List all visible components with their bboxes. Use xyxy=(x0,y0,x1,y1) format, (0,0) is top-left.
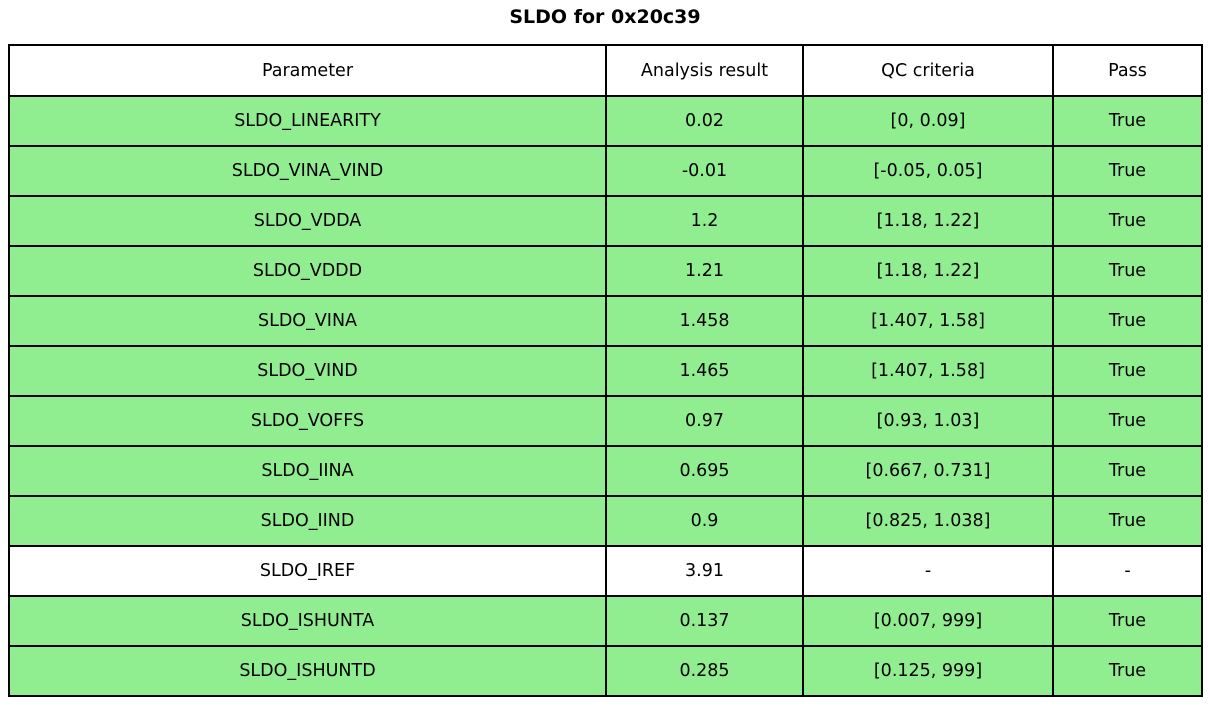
parameter-cell: SLDO_LINEARITY xyxy=(8,95,607,147)
table-row: SLDO_VDDD 1.21 [1.18, 1.22] True xyxy=(8,245,1203,297)
parameter-cell: SLDO_VINA_VIND xyxy=(8,145,607,197)
table-row: SLDO_VOFFS 0.97 [0.93, 1.03] True xyxy=(8,395,1203,447)
pass-cell: - xyxy=(1052,545,1203,597)
analysis-result-cell: 0.97 xyxy=(605,395,804,447)
analysis-result-cell: 0.695 xyxy=(605,445,804,497)
table-row: SLDO_VIND 1.465 [1.407, 1.58] True xyxy=(8,345,1203,397)
parameter-cell: SLDO_IIND xyxy=(8,495,607,547)
qc-criteria-cell: [0.007, 999] xyxy=(802,595,1054,647)
analysis-result-cell: 1.458 xyxy=(605,295,804,347)
table-row: SLDO_ISHUNTD 0.285 [0.125, 999] True xyxy=(8,645,1203,697)
analysis-result-cell: 1.2 xyxy=(605,195,804,247)
qc-summary-table: Parameter Analysis result QC criteria Pa… xyxy=(8,44,1203,697)
pass-cell: True xyxy=(1052,245,1203,297)
pass-cell: True xyxy=(1052,345,1203,397)
qc-criteria-cell: [1.18, 1.22] xyxy=(802,245,1054,297)
table-row: SLDO_IIND 0.9 [0.825, 1.038] True xyxy=(8,495,1203,547)
pass-cell: True xyxy=(1052,495,1203,547)
qc-criteria-cell: [0.667, 0.731] xyxy=(802,445,1054,497)
parameter-cell: SLDO_ISHUNTA xyxy=(8,595,607,647)
qc-criteria-cell: [0, 0.09] xyxy=(802,95,1054,147)
pass-cell: True xyxy=(1052,445,1203,497)
qc-criteria-cell: [1.407, 1.58] xyxy=(802,295,1054,347)
pass-cell: True xyxy=(1052,645,1203,697)
analysis-result-cell: 1.465 xyxy=(605,345,804,397)
column-header-pass: Pass xyxy=(1052,44,1203,97)
analysis-result-cell: 0.137 xyxy=(605,595,804,647)
analysis-result-cell: 0.02 xyxy=(605,95,804,147)
analysis-result-cell: 0.285 xyxy=(605,645,804,697)
table-header: Parameter Analysis result QC criteria Pa… xyxy=(8,44,1203,97)
table-row: SLDO_LINEARITY 0.02 [0, 0.09] True xyxy=(8,95,1203,147)
parameter-cell: SLDO_ISHUNTD xyxy=(8,645,607,697)
parameter-cell: SLDO_IINA xyxy=(8,445,607,497)
analysis-result-cell: 3.91 xyxy=(605,545,804,597)
parameter-cell: SLDO_IREF xyxy=(8,545,607,597)
pass-cell: True xyxy=(1052,595,1203,647)
parameter-cell: SLDO_VDDA xyxy=(8,195,607,247)
pass-cell: True xyxy=(1052,395,1203,447)
qc-criteria-cell: [0.825, 1.038] xyxy=(802,495,1054,547)
column-header-parameter: Parameter xyxy=(8,44,607,97)
table-row: SLDO_VINA 1.458 [1.407, 1.58] True xyxy=(8,295,1203,347)
qc-criteria-cell: [1.407, 1.58] xyxy=(802,345,1054,397)
qc-criteria-cell: [0.93, 1.03] xyxy=(802,395,1054,447)
table-row: SLDO_ISHUNTA 0.137 [0.007, 999] True xyxy=(8,595,1203,647)
pass-cell: True xyxy=(1052,195,1203,247)
qc-criteria-cell: [-0.05, 0.05] xyxy=(802,145,1054,197)
table-body: SLDO_LINEARITY 0.02 [0, 0.09] True SLDO_… xyxy=(8,95,1203,697)
qc-criteria-cell: [1.18, 1.22] xyxy=(802,195,1054,247)
parameter-cell: SLDO_VINA xyxy=(8,295,607,347)
qc-criteria-cell: - xyxy=(802,545,1054,597)
pass-cell: True xyxy=(1052,95,1203,147)
qc-criteria-cell: [0.125, 999] xyxy=(802,645,1054,697)
column-header-analysis-result: Analysis result xyxy=(605,44,804,97)
column-header-qc-criteria: QC criteria xyxy=(802,44,1054,97)
page-title: SLDO for 0x20c39 xyxy=(509,6,701,28)
parameter-cell: SLDO_VIND xyxy=(8,345,607,397)
table-row: SLDO_IINA 0.695 [0.667, 0.731] True xyxy=(8,445,1203,497)
table-row: SLDO_IREF 3.91 - - xyxy=(8,545,1203,597)
parameter-cell: SLDO_VDDD xyxy=(8,245,607,297)
table-row: SLDO_VDDA 1.2 [1.18, 1.22] True xyxy=(8,195,1203,247)
pass-cell: True xyxy=(1052,295,1203,347)
parameter-cell: SLDO_VOFFS xyxy=(8,395,607,447)
analysis-result-cell: 1.21 xyxy=(605,245,804,297)
analysis-result-cell: -0.01 xyxy=(605,145,804,197)
table-row: SLDO_VINA_VIND -0.01 [-0.05, 0.05] True xyxy=(8,145,1203,197)
pass-cell: True xyxy=(1052,145,1203,197)
analysis-result-cell: 0.9 xyxy=(605,495,804,547)
